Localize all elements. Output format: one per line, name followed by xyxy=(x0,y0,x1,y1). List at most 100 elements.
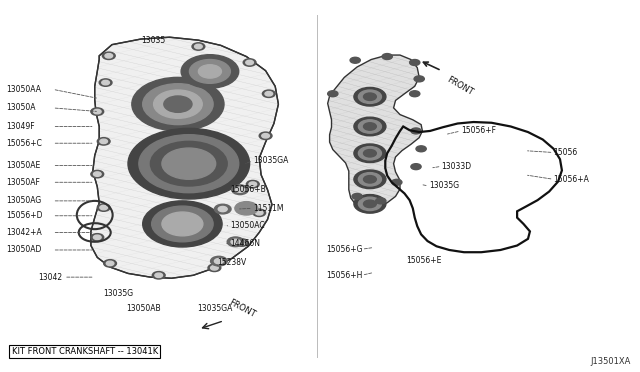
Text: FRONT: FRONT xyxy=(227,297,257,319)
Circle shape xyxy=(132,77,224,131)
Polygon shape xyxy=(328,55,422,208)
Circle shape xyxy=(102,52,115,60)
Circle shape xyxy=(104,260,116,267)
Circle shape xyxy=(354,87,386,106)
Circle shape xyxy=(208,264,221,272)
Circle shape xyxy=(93,109,101,114)
Circle shape xyxy=(358,173,381,186)
Circle shape xyxy=(249,182,257,186)
Circle shape xyxy=(195,44,202,49)
Circle shape xyxy=(364,93,376,100)
Text: FRONT: FRONT xyxy=(445,75,474,97)
Circle shape xyxy=(106,261,114,266)
Circle shape xyxy=(410,60,420,65)
Circle shape xyxy=(243,59,256,66)
Circle shape xyxy=(364,176,376,183)
Circle shape xyxy=(246,180,259,188)
Circle shape xyxy=(97,204,110,211)
Circle shape xyxy=(150,141,227,186)
Circle shape xyxy=(410,91,420,97)
Circle shape xyxy=(97,138,110,145)
Text: 15056+F: 15056+F xyxy=(461,126,496,135)
Text: 15056+C: 15056+C xyxy=(6,139,42,148)
Circle shape xyxy=(102,80,109,85)
Circle shape xyxy=(93,172,101,176)
Text: 13050AD: 13050AD xyxy=(6,246,42,254)
Circle shape xyxy=(350,57,360,63)
Circle shape xyxy=(143,201,222,247)
Circle shape xyxy=(358,147,381,160)
Circle shape xyxy=(211,266,218,270)
Circle shape xyxy=(354,170,386,189)
Circle shape xyxy=(262,90,275,97)
Text: 13050AG: 13050AG xyxy=(6,196,42,205)
Circle shape xyxy=(358,120,381,133)
Circle shape xyxy=(265,92,273,96)
Circle shape xyxy=(364,123,376,130)
Circle shape xyxy=(354,117,386,136)
Circle shape xyxy=(236,187,244,192)
Circle shape xyxy=(128,128,250,199)
Circle shape xyxy=(358,90,381,103)
Text: 15238V: 15238V xyxy=(218,258,247,267)
Circle shape xyxy=(214,204,231,214)
Circle shape xyxy=(382,54,392,60)
Circle shape xyxy=(164,96,192,112)
Text: 13035: 13035 xyxy=(141,36,166,45)
Circle shape xyxy=(100,205,108,210)
Text: 15056: 15056 xyxy=(554,148,578,157)
Polygon shape xyxy=(91,37,278,278)
Text: 15056+H: 15056+H xyxy=(326,271,363,280)
Circle shape xyxy=(238,240,246,245)
Circle shape xyxy=(162,212,203,236)
Circle shape xyxy=(91,170,104,178)
Circle shape xyxy=(358,197,381,211)
Text: 13035G: 13035G xyxy=(103,289,134,298)
Circle shape xyxy=(99,79,112,86)
Circle shape xyxy=(259,132,272,140)
Text: 15056+A: 15056+A xyxy=(554,175,589,184)
Circle shape xyxy=(155,273,163,278)
Circle shape xyxy=(91,108,104,115)
Circle shape xyxy=(152,206,213,242)
Text: J13501XA: J13501XA xyxy=(590,357,630,366)
Circle shape xyxy=(152,272,165,279)
Circle shape xyxy=(189,60,230,83)
Circle shape xyxy=(414,76,424,82)
Circle shape xyxy=(162,148,216,179)
Circle shape xyxy=(376,198,386,204)
Circle shape xyxy=(154,90,202,118)
Text: 14466N: 14466N xyxy=(230,239,260,248)
Circle shape xyxy=(192,43,205,50)
Text: 13050AF: 13050AF xyxy=(6,178,40,187)
Circle shape xyxy=(246,60,253,65)
Circle shape xyxy=(392,179,402,185)
Circle shape xyxy=(227,237,244,247)
Circle shape xyxy=(198,65,221,78)
Circle shape xyxy=(262,134,269,138)
Text: 15056+G: 15056+G xyxy=(326,245,363,254)
Circle shape xyxy=(364,200,376,208)
Circle shape xyxy=(411,164,421,170)
Circle shape xyxy=(354,144,386,163)
Text: 13033D: 13033D xyxy=(442,162,472,171)
Text: 13042+A: 13042+A xyxy=(6,228,42,237)
Text: 13035GA: 13035GA xyxy=(196,304,232,312)
Circle shape xyxy=(235,202,258,215)
Circle shape xyxy=(255,211,263,215)
Circle shape xyxy=(236,239,248,246)
Circle shape xyxy=(231,239,240,244)
Text: KIT FRONT CRANKSHAFT -- 13041K: KIT FRONT CRANKSHAFT -- 13041K xyxy=(12,347,158,356)
Text: 13050AC: 13050AC xyxy=(230,221,265,230)
Circle shape xyxy=(253,209,266,217)
Text: 11511M: 11511M xyxy=(253,204,284,213)
Circle shape xyxy=(91,234,104,241)
Circle shape xyxy=(93,235,101,240)
Circle shape xyxy=(211,256,227,266)
Circle shape xyxy=(411,128,421,134)
Circle shape xyxy=(352,193,362,199)
Text: 13035GA: 13035GA xyxy=(253,156,288,165)
Text: 15056+E: 15056+E xyxy=(406,256,442,265)
Circle shape xyxy=(105,54,113,58)
Circle shape xyxy=(139,135,239,193)
